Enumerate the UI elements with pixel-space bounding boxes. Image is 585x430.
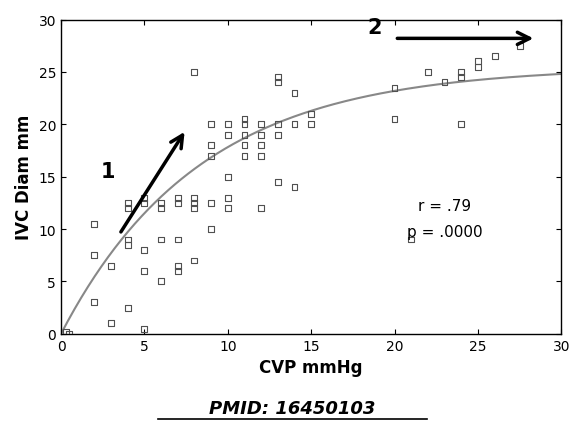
Point <box>256 205 266 212</box>
Point <box>207 153 216 160</box>
Point <box>173 237 183 243</box>
Point <box>240 122 249 129</box>
Point <box>307 111 316 118</box>
Point <box>290 122 299 129</box>
Point <box>156 278 166 285</box>
Point <box>123 237 132 243</box>
Point <box>240 132 249 139</box>
Point <box>515 43 524 50</box>
Point <box>140 268 149 275</box>
Point <box>207 122 216 129</box>
Point <box>423 69 432 76</box>
Point <box>173 268 183 275</box>
Point <box>207 142 216 149</box>
Point <box>256 132 266 139</box>
Point <box>456 74 466 81</box>
Text: PMID: 16450103: PMID: 16450103 <box>209 399 376 417</box>
Text: 1: 1 <box>101 162 115 182</box>
Point <box>390 116 399 123</box>
Point <box>256 153 266 160</box>
Point <box>156 205 166 212</box>
Point <box>223 205 232 212</box>
Point <box>173 195 183 202</box>
Point <box>290 90 299 97</box>
Point <box>123 205 132 212</box>
Point <box>240 153 249 160</box>
Point <box>123 304 132 311</box>
Point <box>123 242 132 249</box>
Point <box>207 200 216 207</box>
Point <box>240 142 249 149</box>
Point <box>390 85 399 92</box>
Point <box>190 258 199 264</box>
Point <box>240 116 249 123</box>
Point <box>207 226 216 233</box>
Point <box>456 122 466 129</box>
Point <box>156 200 166 207</box>
Point <box>65 331 74 338</box>
Point <box>140 195 149 202</box>
Point <box>473 59 483 66</box>
Point <box>256 142 266 149</box>
Point <box>61 329 71 335</box>
Point <box>223 195 232 202</box>
Point <box>473 64 483 71</box>
Point <box>156 237 166 243</box>
Point <box>106 320 116 327</box>
Point <box>256 122 266 129</box>
Point <box>456 69 466 76</box>
X-axis label: CVP mmHg: CVP mmHg <box>259 358 363 376</box>
Point <box>106 263 116 270</box>
Point <box>407 237 416 243</box>
Point <box>90 252 99 259</box>
Text: r = .79: r = .79 <box>418 199 471 214</box>
Point <box>273 132 283 139</box>
Point <box>273 179 283 186</box>
Point <box>290 184 299 191</box>
Y-axis label: IVC Diam mm: IVC Diam mm <box>15 115 33 240</box>
Point <box>440 80 449 86</box>
Point <box>223 132 232 139</box>
Text: p = .0000: p = .0000 <box>407 224 483 239</box>
Point <box>123 200 132 207</box>
Point <box>190 200 199 207</box>
Point <box>140 200 149 207</box>
Point <box>173 263 183 270</box>
Point <box>273 80 283 86</box>
Point <box>490 54 499 61</box>
Text: 2: 2 <box>367 18 382 38</box>
Point <box>190 195 199 202</box>
Point <box>307 122 316 129</box>
Point <box>273 122 283 129</box>
Point <box>173 200 183 207</box>
Point <box>140 326 149 332</box>
Point <box>90 221 99 228</box>
Point <box>273 74 283 81</box>
Point <box>140 247 149 254</box>
Point <box>90 299 99 306</box>
Point <box>190 205 199 212</box>
Point <box>223 122 232 129</box>
Point <box>190 69 199 76</box>
Point <box>223 174 232 181</box>
